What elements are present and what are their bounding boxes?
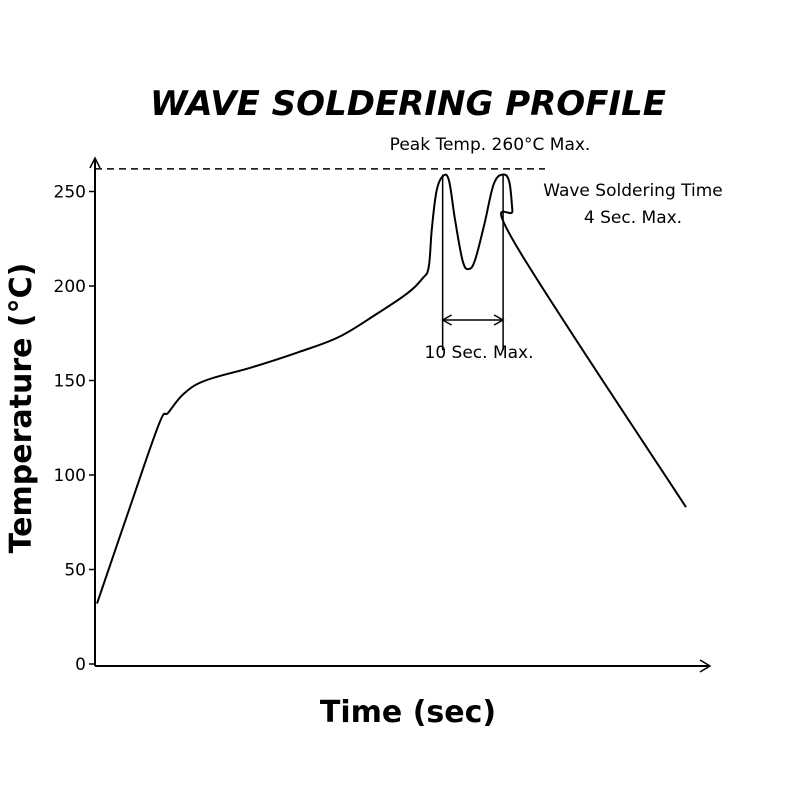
y-tick-label: 250 xyxy=(54,183,86,203)
span-annotation xyxy=(441,174,505,351)
peak-temp-label: Peak Temp. 260°C Max. xyxy=(390,135,591,155)
temperature-profile-line xyxy=(96,173,687,604)
span-arrowhead-left xyxy=(441,314,453,326)
y-tick-label: 150 xyxy=(54,372,86,392)
x-axis-label: Time (sec) xyxy=(320,695,496,730)
y-axis-label: Temperature (°C) xyxy=(4,263,39,554)
y-tick-label: 100 xyxy=(54,466,86,486)
y-ticks: 0 50 100 150 200 250 xyxy=(54,183,95,675)
chart-title: WAVE SOLDERING PROFILE xyxy=(150,84,666,124)
y-tick-label: 0 xyxy=(75,655,86,675)
wave-soldering-time-label: Wave Soldering Time xyxy=(543,181,723,201)
x-axis-arrow xyxy=(699,659,712,673)
y-tick-label: 50 xyxy=(64,561,86,581)
y-tick-label: 200 xyxy=(54,277,86,297)
span-arrowhead-right xyxy=(493,314,505,326)
span-label: 10 Sec. Max. xyxy=(425,343,534,363)
wave-soldering-time-max-label: 4 Sec. Max. xyxy=(584,208,682,228)
y-axis-arrow xyxy=(89,156,101,169)
axes xyxy=(89,156,712,673)
